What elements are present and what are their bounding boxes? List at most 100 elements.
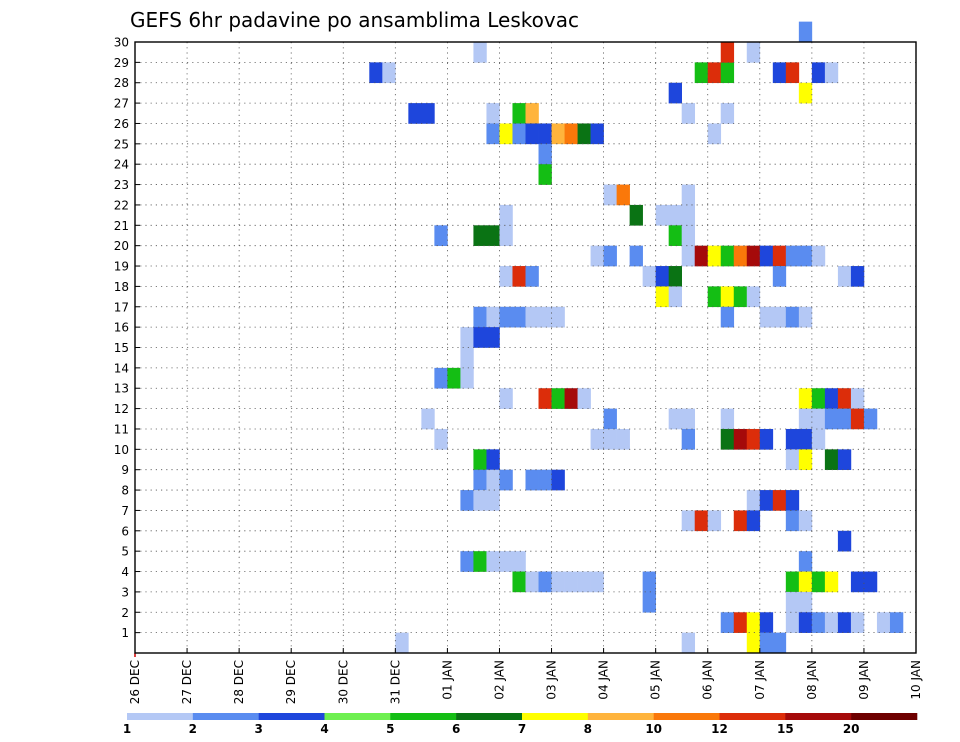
- heatmap-cell: [447, 367, 461, 389]
- heatmap-cell: [473, 551, 487, 572]
- heatmap-cell: [512, 551, 526, 572]
- heatmap-cell: [668, 408, 682, 430]
- heatmap-cell: [694, 62, 709, 84]
- heatmap-cell: [785, 245, 800, 267]
- legend-level-label: 3: [254, 722, 262, 736]
- heatmap-cell: [824, 388, 839, 409]
- heatmap-cell: [538, 388, 552, 409]
- legend-swatch: [522, 713, 589, 720]
- heatmap-cell: [486, 306, 500, 328]
- heatmap-cell: [486, 103, 500, 124]
- heatmap-cell: [746, 632, 761, 654]
- y-tick-label: 30: [114, 36, 129, 50]
- x-tick-label: 29 DEC: [284, 660, 298, 704]
- heatmap-cell: [850, 571, 865, 593]
- heatmap-cell: [707, 62, 722, 84]
- heatmap-cell: [642, 266, 656, 287]
- heatmap-cell: [590, 571, 604, 593]
- legend-level-label: 8: [584, 722, 592, 736]
- y-tick-label: 26: [114, 117, 129, 131]
- heatmap-cell: [616, 184, 630, 206]
- heatmap-cell: [538, 123, 552, 145]
- heatmap-cell: [746, 42, 761, 63]
- legend-swatch: [653, 713, 720, 720]
- heatmap-cell: [499, 123, 513, 145]
- heatmap-cell: [473, 469, 487, 491]
- heatmap-cell: [720, 408, 735, 430]
- y-tick-label: 29: [114, 56, 129, 70]
- legend-level-label: 2: [189, 722, 197, 736]
- heatmap-cell: [772, 266, 787, 287]
- x-tick-label: 26 DEC: [128, 660, 142, 704]
- x-tick-label: 31 DEC: [388, 660, 402, 704]
- heatmap-cell: [538, 469, 552, 491]
- heatmap-cell: [798, 551, 813, 572]
- x-tick-label: 01 JAN: [440, 660, 454, 700]
- heatmap-cell: [486, 123, 500, 145]
- heatmap-cell: [668, 266, 682, 287]
- heatmap-cell: [811, 245, 826, 267]
- legend-swatch: [324, 713, 391, 720]
- legend-level-label: 6: [452, 722, 460, 736]
- y-tick-label: 6: [121, 524, 129, 538]
- heatmap-cell: [772, 62, 787, 84]
- heatmap-cell: [590, 245, 604, 267]
- y-tick-label: 15: [114, 341, 129, 355]
- heatmap-cell: [486, 469, 500, 491]
- legend-swatch: [127, 713, 194, 720]
- heatmap-cell: [759, 490, 774, 511]
- heatmap-cell: [486, 551, 500, 572]
- heatmap-cell: [798, 591, 813, 613]
- y-tick-label: 9: [121, 463, 129, 477]
- heatmap-cell: [850, 266, 865, 287]
- heatmap-cell: [421, 408, 435, 430]
- heatmap-cell: [590, 123, 604, 145]
- heatmap-cell: [681, 245, 696, 267]
- heatmap-cell: [798, 21, 813, 43]
- legend-level-label: 15: [777, 722, 794, 736]
- heatmap-cell: [499, 204, 513, 226]
- heatmap-cell: [512, 571, 526, 593]
- heatmap-cell: [629, 245, 643, 267]
- heatmap-cell: [486, 449, 500, 470]
- heatmap-cell: [551, 571, 565, 593]
- heatmap-cell: [473, 306, 487, 328]
- heatmap-cell: [798, 428, 813, 450]
- heatmap-cell: [382, 62, 396, 84]
- heatmap-cell: [460, 347, 474, 369]
- heatmap-cell: [577, 388, 591, 409]
- x-tick-label: 05 JAN: [649, 660, 663, 700]
- heatmap-cell: [772, 632, 787, 654]
- heatmap-cell: [785, 449, 800, 470]
- x-tick-label: 27 DEC: [180, 660, 194, 704]
- heatmap-cell: [746, 428, 761, 450]
- y-tick-label: 21: [114, 219, 129, 233]
- heatmap-cell: [733, 245, 748, 267]
- heatmap-cell: [551, 306, 565, 328]
- heatmap-cell: [811, 388, 826, 409]
- heatmap-cell: [486, 225, 500, 246]
- heatmap-cell: [759, 612, 774, 633]
- heatmap-cell: [551, 123, 565, 145]
- heatmap-cell: [759, 632, 774, 654]
- heatmap-cell: [746, 612, 761, 633]
- x-tick-label: 09 JAN: [857, 660, 871, 700]
- heatmap-cell: [668, 204, 682, 226]
- heatmap-cell: [564, 571, 578, 593]
- y-tick-label: 10: [114, 443, 129, 457]
- heatmap-cell: [434, 367, 448, 389]
- heatmap-cell: [759, 306, 774, 328]
- legend-level-label: 12: [711, 722, 728, 736]
- heatmap-cell: [824, 612, 839, 633]
- y-tick-label: 20: [114, 239, 129, 253]
- heatmap-cell: [473, 490, 487, 511]
- heatmap-cell: [798, 82, 813, 104]
- heatmap-cell: [811, 408, 826, 430]
- plot-frame: [134, 41, 917, 654]
- y-tick-label: 17: [114, 300, 129, 314]
- heatmap-cell: [707, 286, 722, 308]
- heatmap-cell: [720, 42, 735, 63]
- y-tick-label: 28: [114, 76, 129, 90]
- y-tick-label: 24: [114, 158, 129, 172]
